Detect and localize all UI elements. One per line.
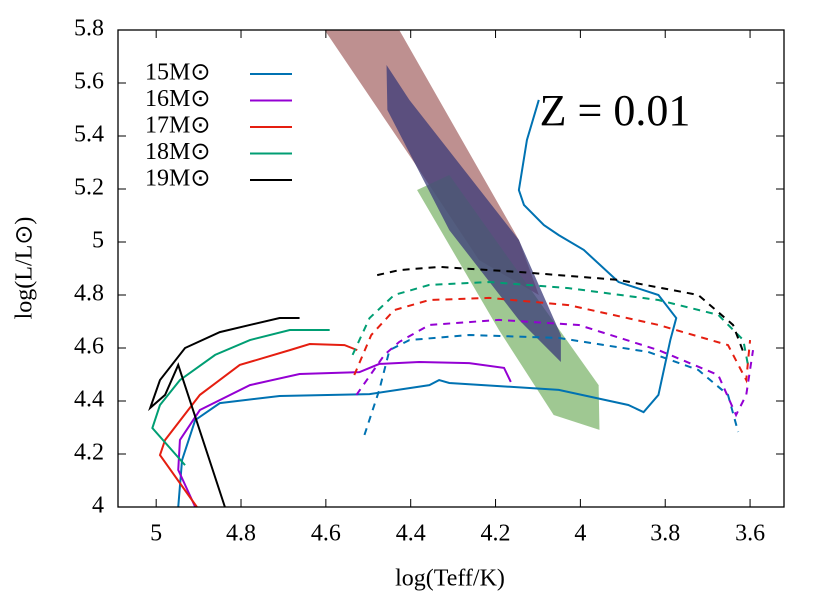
y-tick-label: 4 [92, 493, 104, 519]
track [355, 318, 755, 418]
track [158, 343, 358, 508]
x-axis-label: log(Teff/K) [395, 566, 505, 592]
y-tick-label: 4.4 [74, 387, 104, 413]
plot-frame [117, 29, 785, 508]
y-tick-label: 5.2 [74, 175, 104, 201]
track [177, 99, 678, 508]
y-axis-label: log(L/L⊙) [12, 217, 38, 320]
x-tick-label: 4 [574, 521, 586, 547]
track [151, 328, 330, 466]
x-tick-label: 4.2 [481, 521, 511, 547]
x-tick-label: 4.4 [396, 521, 426, 547]
track [351, 281, 749, 366]
x-tick-label: 5 [150, 521, 162, 547]
y-tick-label: 4.2 [74, 440, 104, 466]
y-tick-label: 5.8 [74, 16, 104, 42]
y-tick-label: 5.4 [74, 122, 104, 148]
legend-label: 16M⊙ [145, 86, 210, 112]
x-tick-label: 3.6 [735, 521, 765, 547]
x-tick-label: 4.6 [311, 521, 341, 547]
x-tick-label: 4.8 [226, 521, 256, 547]
y-tick-label: 5 [92, 228, 104, 254]
x-tick-label: 3.8 [650, 521, 680, 547]
annotation: Z = 0.01 [540, 86, 691, 135]
track [177, 361, 512, 508]
legend-label: 19M⊙ [145, 166, 210, 192]
legend-label: 18M⊙ [145, 139, 210, 165]
track [353, 296, 752, 384]
y-tick-label: 5.6 [74, 69, 104, 95]
legend-label: 15M⊙ [145, 60, 210, 86]
track [363, 334, 740, 436]
track [376, 265, 745, 353]
region [386, 64, 561, 363]
track [148, 317, 300, 508]
y-tick-label: 4.6 [74, 334, 104, 360]
legend-label: 17M⊙ [145, 113, 210, 139]
y-tick-label: 4.8 [74, 281, 104, 307]
